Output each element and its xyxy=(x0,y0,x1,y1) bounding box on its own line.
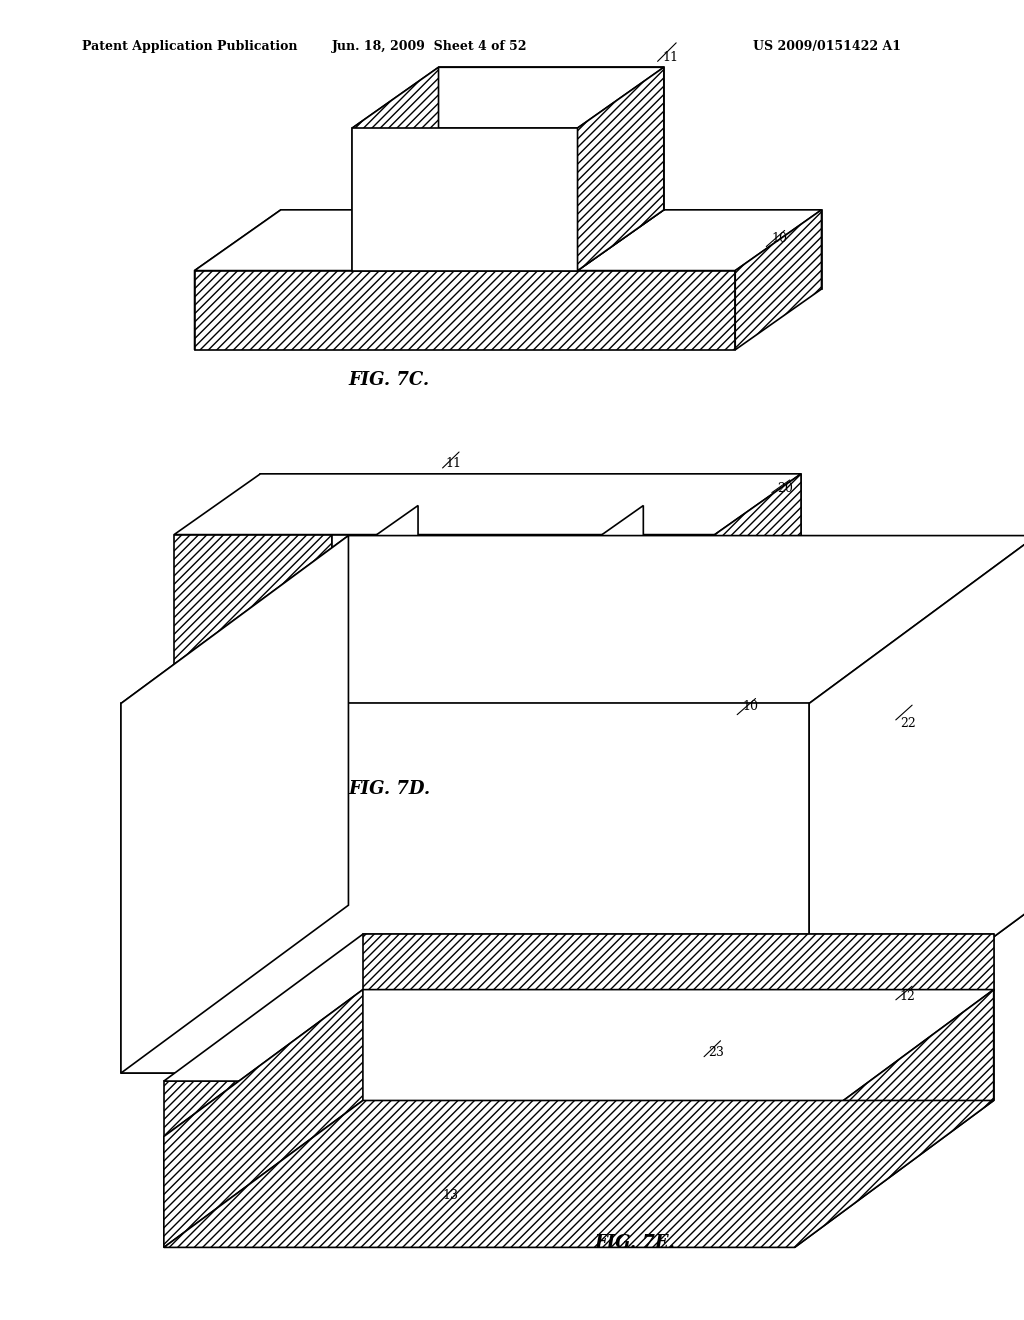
Text: Jun. 18, 2009  Sheet 4 of 52: Jun. 18, 2009 Sheet 4 of 52 xyxy=(333,40,527,53)
Text: 12: 12 xyxy=(900,990,915,1003)
Polygon shape xyxy=(260,474,418,632)
Polygon shape xyxy=(121,536,348,1073)
Polygon shape xyxy=(164,990,993,1137)
Polygon shape xyxy=(795,990,993,1247)
Text: 13: 13 xyxy=(442,1188,459,1201)
Polygon shape xyxy=(715,632,801,772)
Polygon shape xyxy=(578,210,821,271)
Polygon shape xyxy=(121,704,809,1073)
Polygon shape xyxy=(332,506,418,693)
Polygon shape xyxy=(332,535,557,566)
Polygon shape xyxy=(418,506,643,632)
Polygon shape xyxy=(195,271,735,350)
Polygon shape xyxy=(174,632,260,772)
Polygon shape xyxy=(164,935,993,1081)
Polygon shape xyxy=(348,536,1024,906)
Polygon shape xyxy=(715,474,801,693)
Polygon shape xyxy=(332,566,557,693)
Polygon shape xyxy=(643,474,801,632)
Polygon shape xyxy=(174,693,715,772)
Polygon shape xyxy=(195,210,438,271)
Text: 20: 20 xyxy=(777,482,793,495)
Text: Patent Application Publication: Patent Application Publication xyxy=(82,40,297,53)
Polygon shape xyxy=(809,536,1024,1073)
Text: 11: 11 xyxy=(663,50,679,63)
Text: FIG. 7E.: FIG. 7E. xyxy=(595,1234,675,1253)
Text: 10: 10 xyxy=(771,232,787,244)
Polygon shape xyxy=(164,990,362,1247)
Polygon shape xyxy=(418,474,643,506)
Polygon shape xyxy=(557,535,715,693)
Polygon shape xyxy=(174,474,801,535)
Text: 23: 23 xyxy=(709,1045,724,1059)
Polygon shape xyxy=(164,1081,795,1137)
Polygon shape xyxy=(332,632,643,693)
Polygon shape xyxy=(281,210,821,289)
Polygon shape xyxy=(362,990,993,1101)
Polygon shape xyxy=(557,632,801,693)
Polygon shape xyxy=(352,67,664,128)
Polygon shape xyxy=(121,536,1024,704)
Polygon shape xyxy=(164,1137,795,1247)
Text: US 2009/0151422 A1: US 2009/0151422 A1 xyxy=(753,40,901,53)
Text: FIG. 7C.: FIG. 7C. xyxy=(348,371,430,389)
Polygon shape xyxy=(260,632,801,711)
Polygon shape xyxy=(578,67,664,271)
Polygon shape xyxy=(174,632,418,693)
Text: 22: 22 xyxy=(900,717,915,730)
Polygon shape xyxy=(352,67,438,271)
Text: 10: 10 xyxy=(742,700,758,713)
Polygon shape xyxy=(362,935,993,990)
Polygon shape xyxy=(174,535,332,693)
Polygon shape xyxy=(352,210,664,271)
Polygon shape xyxy=(164,1101,993,1247)
Polygon shape xyxy=(735,210,821,350)
Polygon shape xyxy=(121,906,1024,1073)
Polygon shape xyxy=(795,935,993,1137)
Text: 11: 11 xyxy=(445,457,462,470)
Polygon shape xyxy=(195,210,281,350)
Text: FIG. 7D.: FIG. 7D. xyxy=(348,780,430,799)
Polygon shape xyxy=(438,67,664,210)
Polygon shape xyxy=(352,128,578,271)
Polygon shape xyxy=(557,506,643,693)
